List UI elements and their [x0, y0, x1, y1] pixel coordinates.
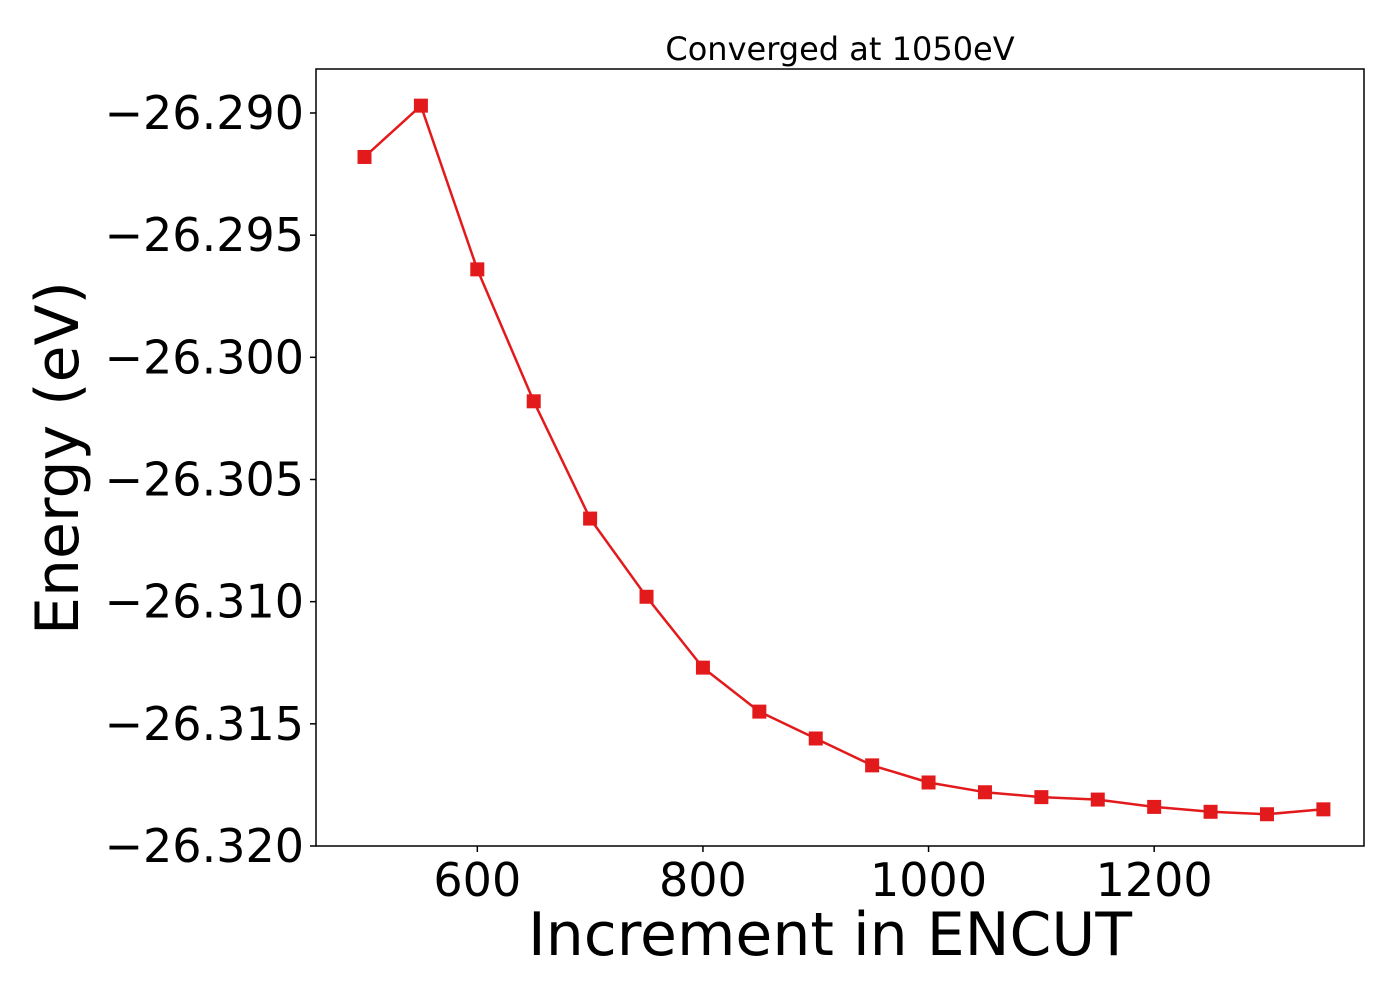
x-tick-label: 800	[659, 853, 747, 907]
series-line	[363, 104, 1324, 816]
x-tick-label: 600	[433, 853, 521, 907]
data-point	[1316, 802, 1331, 817]
y-tick-label: −26.305	[105, 452, 305, 506]
data-point	[921, 775, 936, 790]
chart-title: Converged at 1050eV	[665, 30, 1014, 68]
y-tick-label: −26.295	[105, 208, 305, 262]
y-axis-ticks: −26.290 −26.295 −26.300 −26.305 −26.310 −26.3…	[105, 86, 316, 873]
plot-frame	[315, 68, 1365, 847]
y-tick-label: −26.310	[105, 575, 305, 629]
x-axis-ticks: 600 800 1000 1200	[433, 846, 1213, 907]
data-point	[1203, 804, 1218, 819]
y-tick-label: −26.300	[105, 330, 305, 384]
x-axis-label: Increment in ENCUT	[528, 900, 1132, 970]
data-point	[865, 758, 880, 773]
data-point	[1034, 790, 1049, 805]
data-point	[1090, 792, 1105, 807]
x-tick-label: 1200	[1096, 853, 1213, 907]
data-point	[583, 511, 598, 526]
data-point	[639, 589, 654, 604]
data-point	[526, 394, 541, 409]
data-point	[695, 660, 710, 675]
data-point	[977, 785, 992, 800]
data-point	[413, 98, 428, 113]
data-point	[808, 731, 823, 746]
y-tick-label: −26.320	[105, 819, 305, 873]
y-axis-label: Energy (eV)	[23, 281, 93, 635]
series-layer	[357, 98, 1331, 822]
data-point	[357, 149, 372, 164]
data-point	[752, 704, 767, 719]
y-tick-label: −26.315	[105, 697, 305, 751]
x-tick-label: 1000	[870, 853, 987, 907]
y-tick-label: −26.290	[105, 86, 305, 140]
data-point	[470, 262, 485, 277]
data-point	[1147, 799, 1162, 814]
data-point	[1259, 807, 1274, 822]
